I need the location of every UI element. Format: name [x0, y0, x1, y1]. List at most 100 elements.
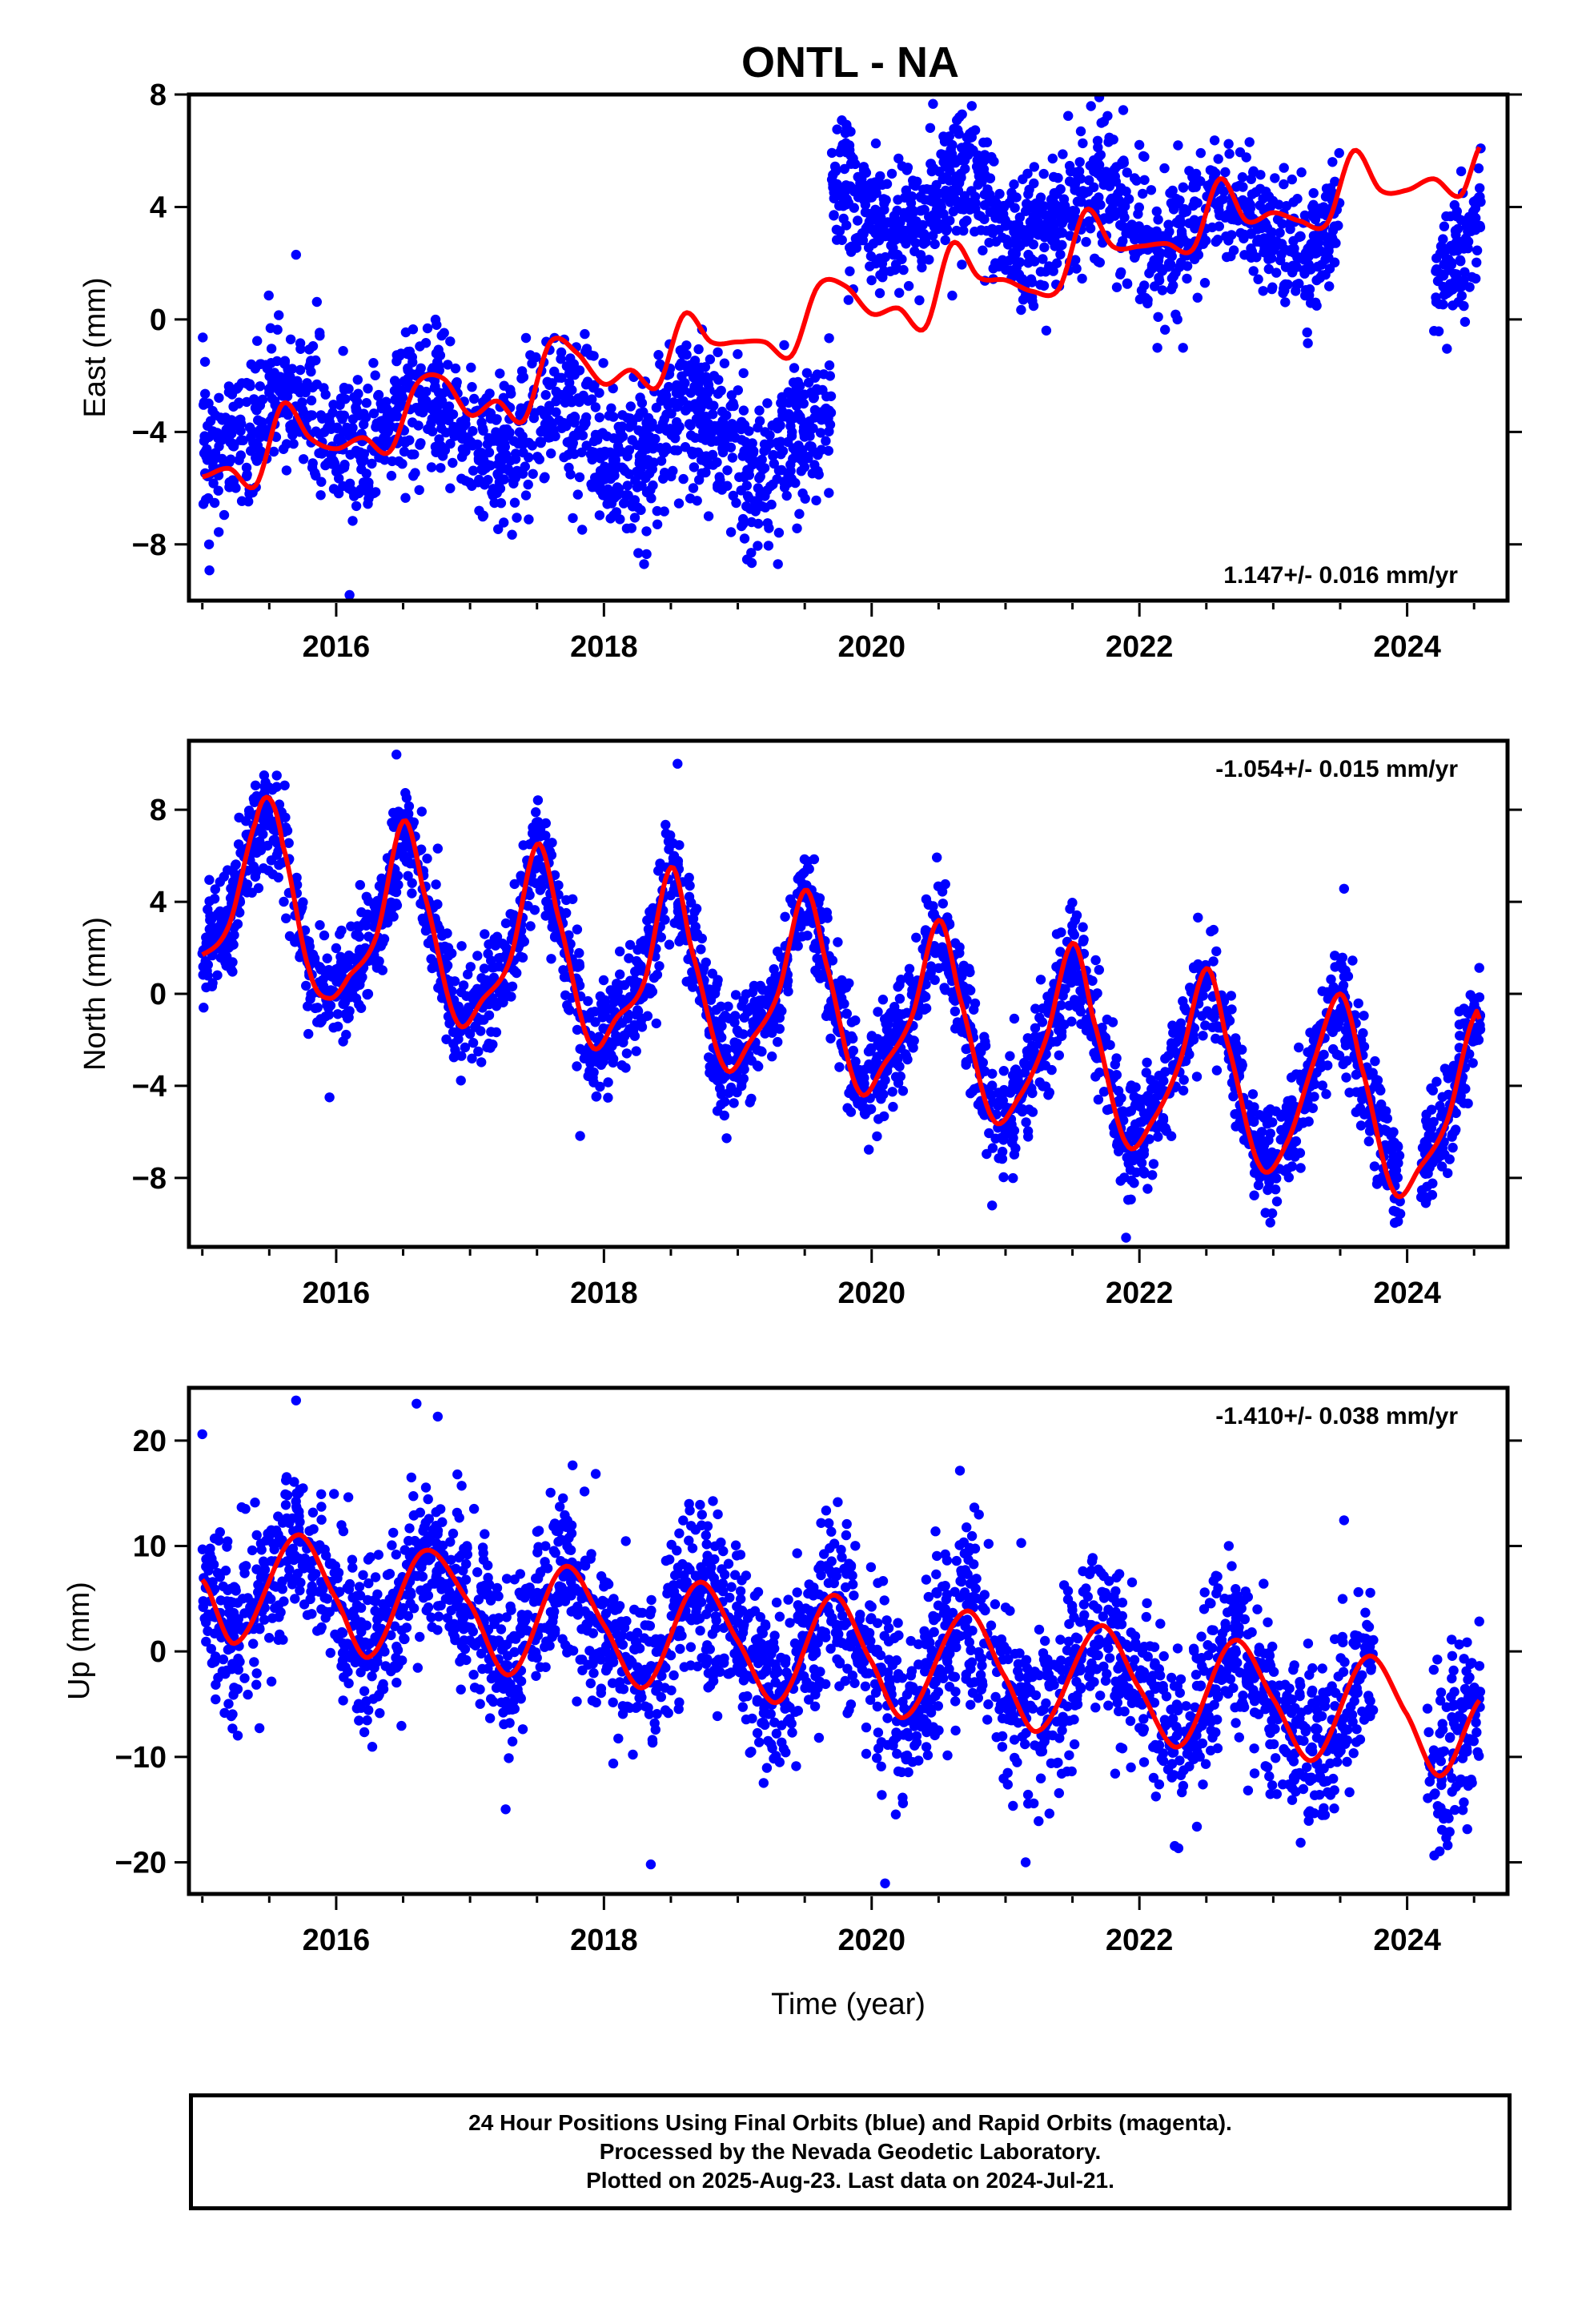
observed-point: [600, 490, 611, 501]
observed-point: [689, 356, 701, 366]
observed-point: [1347, 955, 1358, 966]
observed-point: [874, 287, 885, 299]
observed-point: [1330, 176, 1340, 187]
observed-point: [741, 501, 752, 512]
observed-point: [1102, 1104, 1113, 1116]
observed-point: [841, 1008, 852, 1019]
observed-point: [1118, 155, 1129, 166]
observed-point: [473, 1046, 484, 1057]
observed-point: [598, 358, 608, 368]
observed-point: [420, 338, 432, 348]
observed-point: [207, 914, 217, 924]
model-curve: [202, 146, 1482, 491]
observed-point: [826, 147, 837, 159]
observed-point: [1323, 246, 1334, 256]
observed-point: [1295, 1163, 1306, 1173]
observed-point: [1473, 1035, 1484, 1045]
observed-point: [1291, 286, 1301, 296]
observed-point: [1166, 259, 1176, 270]
observed-point: [456, 452, 468, 462]
observed-point: [961, 1059, 971, 1070]
observed-point: [1202, 1006, 1213, 1016]
observed-point: [1063, 210, 1074, 220]
observed-point: [713, 347, 723, 358]
observed-point: [594, 479, 605, 490]
observed-point: [947, 290, 958, 301]
observed-point: [929, 222, 940, 232]
observed-point: [1307, 247, 1318, 258]
observed-point: [1134, 139, 1145, 151]
observed-point: [1214, 221, 1225, 231]
observed-point: [436, 449, 448, 460]
observed-point: [556, 423, 567, 433]
observed-point: [1421, 1109, 1431, 1120]
observed-point: [1266, 253, 1277, 263]
observed-point: [565, 353, 576, 364]
observed-point: [445, 410, 456, 420]
observed-point: [950, 1006, 961, 1017]
observed-point: [625, 401, 636, 412]
observed-point: [998, 200, 1009, 211]
observed-point: [1227, 1004, 1237, 1015]
observed-point: [1281, 201, 1292, 211]
observed-point: [279, 357, 290, 368]
observed-point: [1039, 242, 1050, 253]
observed-point: [1131, 175, 1142, 186]
observed-point: [1058, 149, 1068, 159]
observed-point: [795, 380, 805, 392]
observed-point: [1085, 160, 1095, 171]
observed-point: [203, 398, 214, 408]
observed-point: [801, 368, 813, 378]
observed-point: [1432, 275, 1443, 287]
observed-point: [274, 310, 284, 320]
observed-point: [910, 238, 921, 248]
observed-point: [638, 407, 648, 417]
observed-point: [1241, 152, 1251, 163]
observed-point: [953, 125, 963, 135]
observed-point: [456, 1076, 466, 1086]
observed-point: [1094, 151, 1104, 163]
observed-point: [1237, 172, 1248, 183]
observed-point: [587, 482, 597, 493]
observed-point: [352, 375, 363, 385]
observed-point: [473, 448, 484, 459]
observed-point: [512, 513, 522, 523]
observed-point: [727, 424, 738, 434]
observed-point: [741, 480, 752, 491]
observed-point: [1118, 105, 1129, 115]
observed-point: [666, 408, 677, 419]
observed-point: [1271, 267, 1282, 278]
observed-point: [277, 391, 288, 401]
observed-point: [627, 418, 637, 428]
observed-point: [427, 413, 437, 424]
observed-point: [1029, 224, 1039, 235]
observed-point: [1287, 1103, 1298, 1114]
observed-point: [813, 469, 824, 480]
observed-point: [978, 164, 990, 175]
observed-point: [485, 413, 496, 424]
observed-point: [566, 397, 577, 408]
observed-point: [1141, 1068, 1152, 1078]
observed-point: [951, 225, 962, 236]
observed-point: [775, 436, 786, 447]
observed-point: [919, 228, 930, 239]
observed-point: [1051, 258, 1062, 268]
observed-point: [1168, 271, 1179, 282]
observed-point: [1279, 179, 1289, 190]
observed-point: [663, 400, 673, 411]
observed-point: [235, 847, 246, 858]
observed-point: [335, 929, 345, 939]
y-tick-label: 0: [150, 304, 167, 337]
observed-point: [450, 363, 461, 374]
observed-point: [496, 498, 507, 509]
y-tick-label: −8: [132, 529, 167, 562]
observed-point: [1139, 151, 1150, 162]
observed-point: [422, 323, 433, 334]
observed-point: [1078, 922, 1088, 932]
observed-point: [235, 435, 247, 445]
observed-point: [298, 454, 309, 464]
observed-point: [1244, 137, 1255, 147]
observed-point: [685, 493, 696, 504]
observed-point: [1456, 256, 1466, 267]
observed-point: [674, 360, 685, 372]
